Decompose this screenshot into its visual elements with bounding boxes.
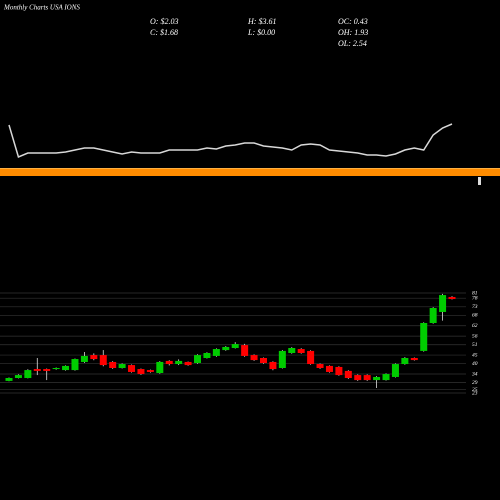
candle-body (71, 359, 79, 371)
candle-body (52, 368, 60, 370)
candle-body (43, 369, 51, 371)
stat: C: $1.68 (150, 28, 178, 37)
y-tick-label: 81 (472, 290, 478, 296)
candle-body (325, 365, 333, 372)
candle-body (297, 349, 305, 353)
candle-body (156, 361, 164, 373)
candle-body (5, 378, 13, 381)
stat: OC: 0.43 (338, 17, 368, 26)
candle-body (307, 350, 315, 365)
y-tick-label: 73 (472, 304, 478, 310)
candle-body (33, 369, 41, 371)
candle-body (288, 348, 296, 353)
stat: L: $0.00 (247, 28, 275, 37)
candle-body (335, 366, 343, 376)
candle-body (175, 360, 183, 365)
y-tick-label: 68 (472, 313, 478, 319)
candle-body (269, 361, 277, 370)
marker (478, 177, 481, 185)
y-tick-label: 40 (472, 360, 478, 367)
candle-body (439, 295, 447, 312)
candle-body (250, 355, 258, 361)
candle-body (90, 355, 98, 360)
stat: H: $3.61 (247, 17, 276, 26)
candle-body (316, 364, 324, 368)
candle-body (109, 361, 117, 368)
candle-body (448, 296, 456, 300)
indicator-line (8, 123, 453, 159)
candle-body (24, 370, 32, 378)
candle-body (401, 358, 409, 365)
candle-body (14, 375, 22, 378)
candle-body (128, 365, 136, 372)
candle-body (344, 370, 352, 378)
y-tick-label: 51 (472, 342, 478, 348)
candle-body (231, 344, 239, 348)
candle-body (203, 353, 211, 358)
candle-body (212, 349, 220, 356)
y-tick-label: 78 (472, 295, 478, 301)
y-tick-label: 25 (472, 387, 478, 393)
divider-band (0, 169, 500, 176)
chart-title: Monthly Charts USA IONS (3, 4, 80, 12)
divider-edge (0, 168, 500, 169)
candle-body (194, 355, 202, 363)
candle-body (99, 355, 107, 366)
candle-body (118, 364, 126, 368)
y-tick-label: 34 (471, 370, 478, 377)
candle-body (80, 355, 88, 362)
candle-body (354, 375, 362, 381)
candle-body (259, 358, 267, 363)
y-tick-label: 45 (472, 351, 478, 358)
candle-body (184, 361, 192, 366)
y-tick-label: 23 (472, 390, 478, 396)
candle-body (137, 369, 145, 375)
candle-body (165, 360, 173, 365)
candle-body (410, 358, 418, 361)
stat: OL: 2.54 (338, 39, 367, 48)
stat: O: $2.03 (150, 17, 178, 26)
candle-body (146, 370, 154, 372)
candle-body (363, 375, 371, 381)
candle-body (382, 374, 390, 381)
candle-body (373, 376, 381, 381)
y-tick-label: 29 (472, 380, 478, 386)
candle-body (241, 345, 249, 356)
candle-body (278, 350, 286, 368)
candle-body (429, 308, 437, 323)
y-tick-label: 56 (472, 333, 478, 339)
candle-body (391, 364, 399, 377)
candle-body (62, 365, 70, 371)
stat: OH: 1.93 (338, 28, 368, 37)
y-tick-label: 62 (472, 323, 478, 329)
candle-body (222, 346, 230, 351)
candle-body (420, 323, 428, 351)
